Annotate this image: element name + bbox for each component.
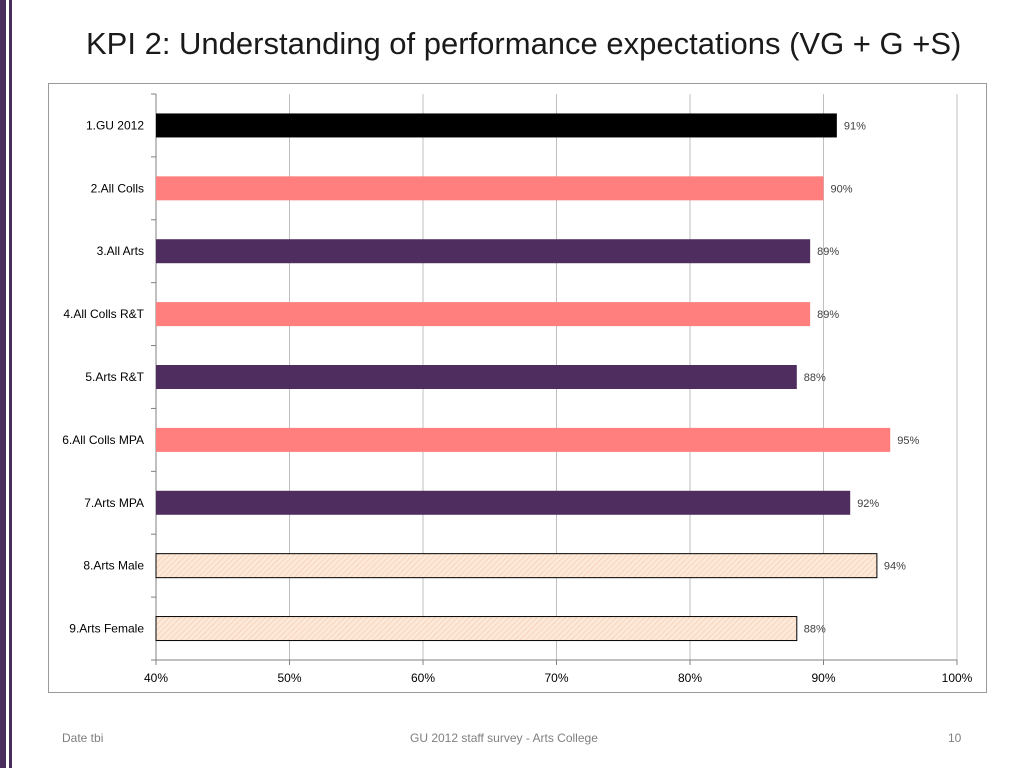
footer-date: Date tbi: [62, 731, 104, 745]
data-label: 95%: [897, 435, 919, 447]
slide-title: KPI 2: Understanding of performance expe…: [86, 26, 962, 61]
left-accent-bar: [0, 0, 6, 768]
bar: [155, 616, 798, 642]
bar: [156, 490, 851, 515]
data-label: 90%: [831, 183, 853, 195]
x-tick-label: 90%: [811, 671, 835, 685]
left-accent-line: [9, 0, 12, 768]
bar: [156, 427, 891, 452]
category-label: 5.Arts R&T: [85, 370, 144, 384]
x-tick-label: 80%: [678, 671, 702, 685]
category-label: 9.Arts Female: [69, 622, 144, 636]
data-label: 88%: [804, 372, 826, 384]
data-label: 88%: [804, 624, 826, 636]
category-label: 4.All Colls R&T: [63, 307, 144, 321]
x-tick-label: 100%: [942, 671, 973, 685]
bar: [155, 553, 878, 579]
bar: [156, 365, 797, 389]
data-label: 89%: [817, 309, 839, 321]
category-label: 2.All Colls: [91, 181, 144, 195]
category-label: 7.Arts MPA: [84, 496, 144, 510]
x-tick-label: 70%: [544, 671, 568, 685]
data-label: 89%: [817, 246, 839, 258]
bar: [156, 113, 837, 138]
bar: [156, 239, 811, 264]
data-label: 91%: [844, 120, 866, 132]
x-tick-label: 40%: [144, 671, 168, 685]
data-label: 94%: [884, 561, 906, 573]
data-label: 92%: [857, 498, 879, 510]
category-label: 1.GU 2012: [86, 118, 144, 132]
footer-survey-name: GU 2012 staff survey - Arts College: [410, 731, 598, 745]
bar: [156, 302, 811, 327]
x-tick-label: 50%: [277, 671, 301, 685]
category-label: 8.Arts Male: [83, 559, 144, 573]
x-tick-label: 60%: [411, 671, 435, 685]
page-number: 10: [948, 731, 962, 745]
category-label: 3.All Arts: [97, 244, 144, 258]
category-label: 6.All Colls MPA: [62, 433, 144, 447]
bar: [156, 176, 824, 201]
